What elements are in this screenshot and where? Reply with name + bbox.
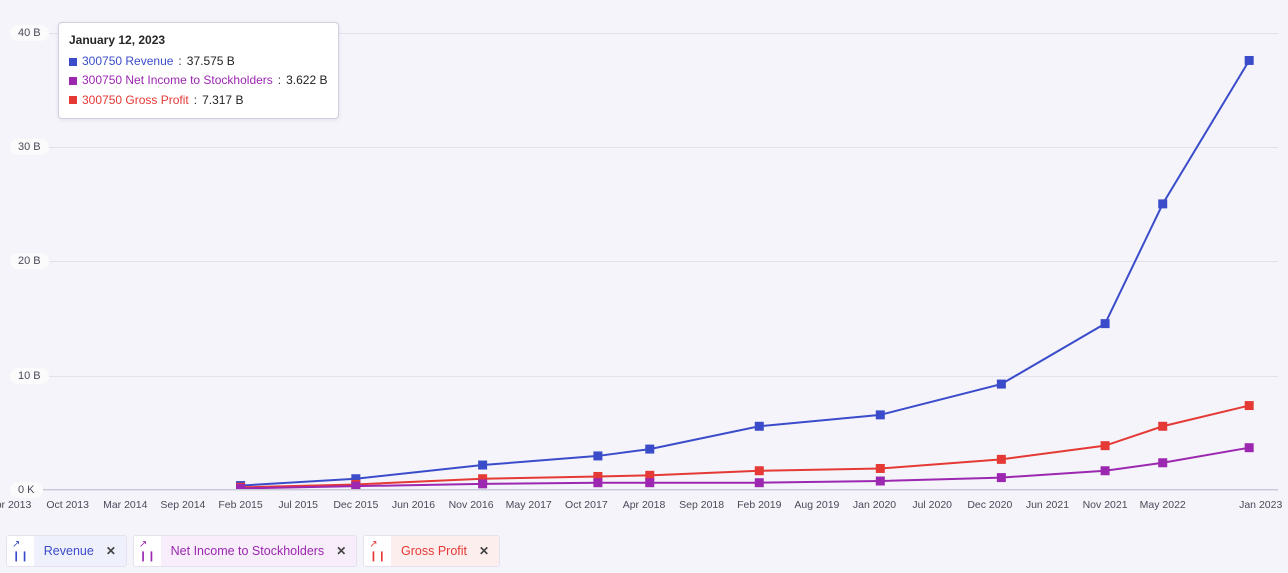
gridline [10,490,1278,491]
y-axis-label: 0 K [10,482,43,498]
x-axis-label: Dec 2020 [967,499,1012,511]
tooltip-series-label: 300750 Net Income to Stockholders [82,71,273,90]
x-axis-label: May 2017 [506,499,552,511]
legend-label: Revenue [44,544,94,558]
y-axis-label: 40 B [10,25,49,41]
series-marker-net_income[interactable] [593,478,602,487]
legend-chart-type-toggles: ↗ ❙❙ [134,536,161,566]
x-axis-label: Sep 2014 [160,499,205,511]
series-marker-net_income[interactable] [1158,458,1167,467]
close-icon[interactable]: ✕ [106,544,116,558]
line-chart-icon[interactable]: ↗ [369,540,386,550]
close-icon[interactable]: ✕ [479,544,489,558]
series-marker-net_income[interactable] [1245,443,1254,452]
series-marker-revenue[interactable] [1101,319,1110,328]
tooltip-marker-icon [69,58,77,66]
series-marker-gross_profit[interactable] [876,464,885,473]
series-marker-gross_profit[interactable] [997,455,1006,464]
chart-tooltip: January 12, 2023 300750 Revenue: 37.575 … [58,22,339,119]
tooltip-marker-icon [69,77,77,85]
y-axis-label: 20 B [10,253,49,269]
tooltip-date: January 12, 2023 [69,31,328,50]
tooltip-value: 37.575 B [187,52,235,71]
tooltip-marker-icon [69,96,77,104]
x-axis-label: Jun 2016 [392,499,435,511]
tooltip-value: 3.622 B [286,71,327,90]
x-axis-label: Oct 2017 [565,499,608,511]
series-marker-revenue[interactable] [645,445,654,454]
x-axis-label: Sep 2018 [679,499,724,511]
legend-item-gross_profit[interactable]: ↗ ❙❙ Gross Profit ✕ [363,535,500,567]
x-axis-label: Jan 2020 [853,499,896,511]
x-axis-label: May 2022 [1140,499,1186,511]
series-marker-net_income[interactable] [997,473,1006,482]
x-axis-label: Aug 2019 [794,499,839,511]
financial-chart[interactable]: 0 K 10 B 20 B 30 B 40 B Apr 2013 Oct 2013 Mar … [0,0,1288,525]
series-marker-gross_profit[interactable] [1158,422,1167,431]
bar-chart-icon[interactable]: ❙❙ [12,552,29,562]
x-axis-label: Mar 2014 [103,499,147,511]
x-axis-label: Jun 2021 [1026,499,1069,511]
legend-label-box[interactable]: Net Income to Stockholders ✕ [161,536,357,566]
series-marker-revenue[interactable] [1158,199,1167,208]
series-marker-net_income[interactable] [645,478,654,487]
legend-chart-type-toggles: ↗ ❙❙ [364,536,391,566]
series-marker-net_income[interactable] [755,478,764,487]
series-legend-bar: ↗ ❙❙ Revenue ✕ ↗ ❙❙ Net Income to Stockholders… [6,535,500,567]
x-axis-label: Apr 2013 [0,499,31,511]
tooltip-row: 300750 Revenue: 37.575 B [69,52,328,71]
legend-chart-type-toggles: ↗ ❙❙ [7,536,34,566]
series-marker-revenue[interactable] [876,410,885,419]
close-icon[interactable]: ✕ [336,544,346,558]
series-line-revenue [241,60,1250,485]
tooltip-series-label: 300750 Revenue [82,52,173,71]
tooltip-row: 300750 Gross Profit: 7.317 B [69,91,328,110]
tooltip-series-label: 300750 Gross Profit [82,91,189,110]
bar-chart-icon[interactable]: ❙❙ [139,552,156,562]
series-marker-gross_profit[interactable] [755,466,764,475]
series-marker-net_income[interactable] [236,484,245,489]
legend-label: Net Income to Stockholders [171,544,325,558]
series-marker-revenue[interactable] [997,380,1006,389]
legend-label-box[interactable]: Gross Profit ✕ [391,536,499,566]
x-axis-label: Nov 2016 [449,499,494,511]
series-marker-net_income[interactable] [478,479,487,488]
legend-item-revenue[interactable]: ↗ ❙❙ Revenue ✕ [6,535,127,567]
x-axis-label: Feb 2019 [737,499,781,511]
x-axis-label: Jan 2023 [1239,499,1282,511]
y-axis-label: 30 B [10,139,49,155]
x-axis-label: Feb 2015 [218,499,262,511]
series-marker-gross_profit[interactable] [1245,401,1254,410]
tooltip-value: 7.317 B [202,91,243,110]
x-axis-label: Apr 2018 [623,499,666,511]
series-marker-net_income[interactable] [1101,466,1110,475]
series-marker-net_income[interactable] [351,482,360,489]
series-marker-gross_profit[interactable] [1101,441,1110,450]
x-axis-label: Dec 2015 [333,499,378,511]
series-marker-revenue[interactable] [1245,56,1254,65]
series-marker-revenue[interactable] [755,422,764,431]
x-axis-label: Oct 2013 [46,499,89,511]
tooltip-row: 300750 Net Income to Stockholders: 3.622… [69,71,328,90]
y-axis-label: 10 B [10,368,49,384]
series-marker-revenue[interactable] [593,451,602,460]
series-marker-net_income[interactable] [876,477,885,486]
legend-item-net_income[interactable]: ↗ ❙❙ Net Income to Stockholders ✕ [133,535,357,567]
legend-label: Gross Profit [401,544,467,558]
x-axis-label: Jul 2015 [278,499,318,511]
line-chart-icon[interactable]: ↗ [139,540,156,550]
line-chart-icon[interactable]: ↗ [12,540,29,550]
x-axis-label: Jul 2020 [912,499,952,511]
legend-label-box[interactable]: Revenue ✕ [34,536,126,566]
bar-chart-icon[interactable]: ❙❙ [369,552,386,562]
x-axis-label: Nov 2021 [1083,499,1128,511]
series-marker-revenue[interactable] [478,461,487,470]
